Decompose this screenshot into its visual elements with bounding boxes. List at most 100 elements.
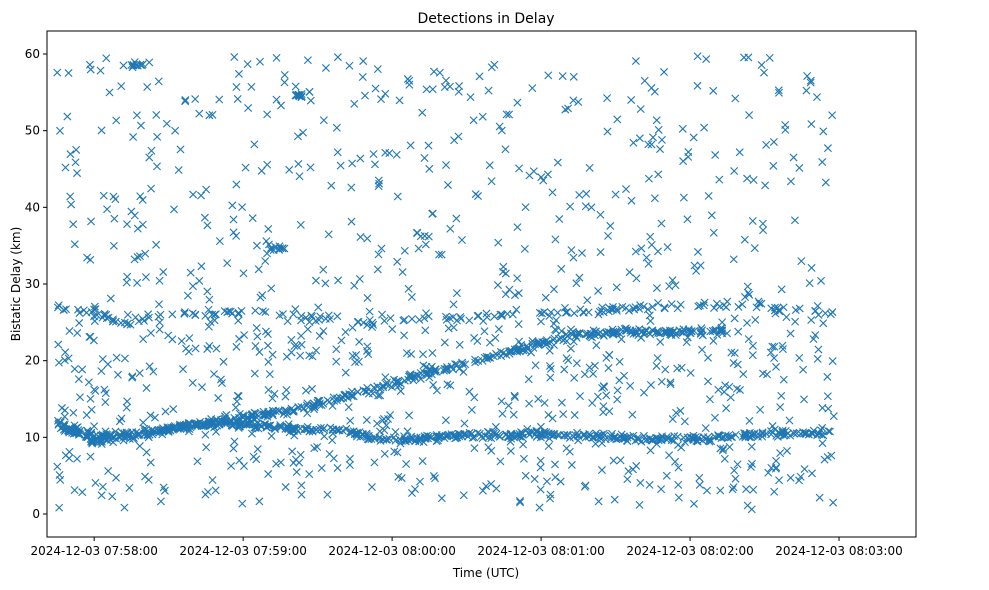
detection-point bbox=[615, 357, 624, 366]
detection-point bbox=[350, 99, 359, 108]
detection-point bbox=[519, 454, 528, 463]
detection-point bbox=[135, 252, 144, 261]
detection-point bbox=[301, 386, 310, 395]
detection-point bbox=[374, 391, 383, 400]
detection-point bbox=[756, 405, 765, 414]
detection-point bbox=[251, 424, 260, 432]
detection-point bbox=[288, 447, 297, 456]
detection-point bbox=[238, 499, 247, 508]
detection-point bbox=[465, 387, 474, 396]
detection-point bbox=[86, 394, 95, 403]
detection-point bbox=[198, 383, 207, 392]
detection-point bbox=[734, 302, 743, 311]
detection-point bbox=[285, 165, 294, 174]
detection-point bbox=[564, 104, 573, 113]
detection-point bbox=[494, 325, 503, 334]
detection-point bbox=[554, 334, 563, 343]
detection-point bbox=[546, 308, 555, 317]
detection-point bbox=[743, 174, 752, 183]
detection-point bbox=[702, 486, 711, 495]
detection-point bbox=[730, 349, 739, 358]
detection-point bbox=[745, 428, 754, 437]
detection-point bbox=[456, 313, 465, 322]
detection-point bbox=[200, 213, 209, 222]
detection-point bbox=[722, 404, 731, 413]
detection-point bbox=[709, 336, 718, 345]
detection-point bbox=[482, 482, 491, 491]
detection-point bbox=[148, 430, 157, 439]
detection-point bbox=[415, 477, 424, 486]
detection-point bbox=[161, 407, 170, 416]
detection-point bbox=[181, 96, 190, 105]
detection-point bbox=[271, 242, 280, 251]
detection-point bbox=[111, 427, 120, 436]
detection-point bbox=[344, 403, 353, 412]
detection-point bbox=[53, 462, 62, 471]
detection-point bbox=[679, 193, 688, 202]
detection-point bbox=[296, 220, 305, 229]
detection-point bbox=[666, 328, 675, 337]
detection-point bbox=[210, 316, 219, 325]
detection-point bbox=[65, 327, 74, 336]
detection-point bbox=[117, 82, 126, 91]
detection-point bbox=[185, 334, 194, 343]
detection-point bbox=[382, 380, 391, 389]
detection-point bbox=[573, 329, 582, 338]
detection-point bbox=[321, 279, 330, 288]
detection-point bbox=[562, 307, 571, 316]
detection-point bbox=[480, 353, 489, 362]
detection-point bbox=[319, 265, 328, 274]
detection-point bbox=[657, 219, 666, 228]
detection-point bbox=[800, 395, 809, 404]
detection-point bbox=[102, 310, 111, 319]
y-tick-label: 60 bbox=[25, 47, 40, 61]
detection-point bbox=[469, 116, 478, 125]
detection-point bbox=[819, 127, 828, 136]
detection-point bbox=[636, 301, 645, 310]
detection-point bbox=[789, 428, 798, 437]
detection-point bbox=[716, 444, 725, 453]
detection-point bbox=[482, 309, 491, 318]
detection-point bbox=[455, 82, 464, 91]
detection-point bbox=[653, 247, 662, 256]
detection-point bbox=[545, 346, 554, 355]
detection-point bbox=[715, 175, 724, 184]
detection-point bbox=[528, 336, 537, 345]
detection-point bbox=[740, 235, 749, 244]
detection-point bbox=[567, 460, 576, 469]
detection-point bbox=[748, 351, 757, 360]
detection-point bbox=[112, 473, 121, 482]
detection-point bbox=[636, 478, 645, 487]
detection-point bbox=[629, 329, 638, 338]
detection-point bbox=[702, 55, 711, 64]
detection-point bbox=[717, 434, 726, 443]
detection-point bbox=[629, 138, 638, 147]
detection-point bbox=[292, 468, 301, 477]
detection-point bbox=[334, 276, 343, 285]
detection-point bbox=[672, 408, 681, 417]
detection-point bbox=[108, 492, 117, 501]
detection-point bbox=[665, 282, 674, 291]
detection-point bbox=[676, 300, 685, 309]
detection-point bbox=[648, 302, 657, 311]
detection-point bbox=[90, 302, 99, 311]
detection-point bbox=[448, 365, 457, 374]
detection-point bbox=[557, 264, 566, 273]
detection-point bbox=[818, 158, 827, 167]
detection-point bbox=[767, 430, 776, 439]
detection-point bbox=[390, 447, 399, 456]
detection-point bbox=[180, 308, 189, 317]
detection-point bbox=[129, 133, 138, 142]
x-tick-label: 2024-12-03 07:58:00 bbox=[30, 544, 157, 558]
detection-point bbox=[296, 424, 305, 433]
detection-point bbox=[291, 82, 300, 91]
detection-point bbox=[370, 434, 379, 443]
detection-point bbox=[677, 363, 686, 372]
detection-point bbox=[750, 244, 759, 253]
detection-point bbox=[361, 91, 369, 100]
detection-point bbox=[751, 315, 760, 324]
detection-point bbox=[487, 63, 496, 72]
detection-point bbox=[470, 333, 479, 342]
detection-point bbox=[54, 301, 63, 310]
